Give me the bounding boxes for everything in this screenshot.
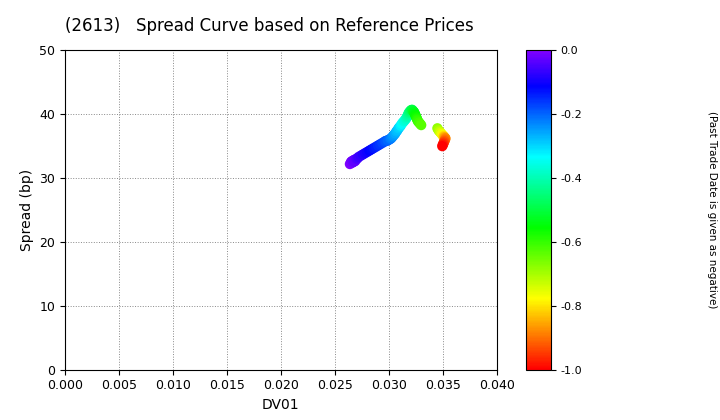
Point [357, 151, 369, 158]
Point [388, 131, 400, 138]
Point [437, 142, 449, 148]
Point [402, 113, 413, 120]
Point [399, 117, 410, 123]
Text: (2613)   Spread Curve based on Reference Prices: (2613) Spread Curve based on Reference P… [65, 17, 474, 35]
Point [432, 125, 444, 131]
Point [390, 128, 402, 135]
Point [404, 108, 415, 115]
Point [370, 144, 382, 150]
Point [405, 107, 417, 114]
Point [384, 136, 396, 142]
X-axis label: DV01: DV01 [262, 398, 300, 412]
Point [438, 140, 449, 147]
Point [374, 141, 386, 147]
Point [385, 135, 397, 142]
Point [410, 113, 422, 120]
Point [347, 158, 359, 164]
Point [372, 142, 384, 149]
Point [440, 135, 451, 142]
Point [346, 158, 357, 165]
Point [437, 132, 449, 139]
Point [368, 145, 379, 152]
Point [412, 117, 423, 123]
Point [364, 147, 375, 154]
Point [402, 112, 413, 119]
Point [408, 108, 419, 115]
Point [348, 158, 360, 165]
Point [438, 139, 449, 146]
Point [406, 106, 418, 113]
Point [347, 159, 359, 165]
Point [397, 119, 409, 126]
Point [398, 118, 410, 125]
Point [400, 116, 412, 122]
Point [393, 125, 405, 131]
Point [395, 122, 406, 129]
Point [410, 112, 421, 118]
Point [390, 130, 401, 137]
Point [436, 143, 448, 150]
Point [387, 133, 399, 139]
Point [439, 136, 451, 143]
Point [435, 129, 446, 136]
Point [366, 146, 377, 153]
Point [351, 155, 362, 162]
Point [394, 123, 405, 130]
Point [396, 121, 408, 127]
Point [386, 134, 397, 141]
Point [346, 160, 358, 166]
Point [433, 128, 445, 135]
Point [413, 119, 425, 126]
Point [412, 118, 423, 125]
Point [407, 107, 418, 114]
Point [351, 155, 363, 162]
Point [411, 116, 423, 122]
Point [379, 138, 390, 145]
Point [409, 110, 420, 117]
Y-axis label: Time in years between 10/1/2024 and Trade Date
(Past Trade Date is given as nega: Time in years between 10/1/2024 and Trad… [707, 81, 720, 339]
Point [414, 121, 426, 127]
Y-axis label: Spread (bp): Spread (bp) [19, 169, 34, 251]
Point [355, 152, 366, 159]
Point [350, 158, 361, 164]
Point [348, 157, 359, 163]
Point [408, 108, 419, 114]
Point [392, 127, 403, 134]
Point [403, 109, 415, 116]
Point [344, 161, 356, 168]
Point [382, 137, 393, 144]
Point [438, 134, 450, 141]
Point [439, 134, 451, 141]
Point [405, 108, 416, 114]
Point [415, 122, 427, 129]
Point [377, 139, 388, 146]
Point [438, 133, 449, 140]
Point [353, 154, 364, 160]
Point [345, 159, 356, 165]
Point [438, 133, 449, 139]
Point [381, 137, 392, 144]
Point [402, 111, 414, 118]
Point [438, 138, 450, 144]
Point [359, 150, 371, 157]
Point [361, 149, 373, 155]
Point [403, 110, 415, 116]
Point [433, 127, 444, 134]
Point [408, 109, 420, 116]
Point [401, 114, 413, 121]
Point [380, 138, 392, 144]
Point [405, 107, 417, 113]
Point [436, 131, 447, 137]
Point [410, 114, 422, 121]
Point [349, 156, 361, 163]
Point [383, 136, 395, 143]
